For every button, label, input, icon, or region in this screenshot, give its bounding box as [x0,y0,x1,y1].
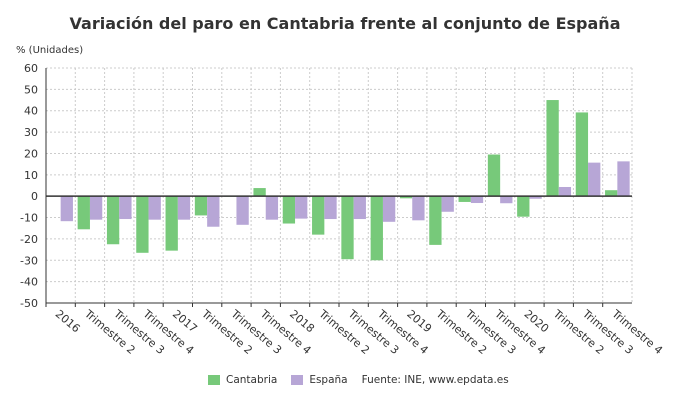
bar-cantabria [341,196,354,260]
bar-espana [295,196,308,219]
bar-espana [324,196,337,220]
y-tick-label: 60 [24,62,38,75]
legend-espana: España [291,374,348,386]
bar-cantabria [370,196,383,261]
bar-cantabria [487,154,501,197]
bar-cantabria [575,112,589,197]
y-tick-label: 40 [24,105,38,118]
bar-espana [588,162,601,197]
bar-cantabria [605,190,618,197]
bar-cantabria [429,196,442,245]
bar-espana [119,196,132,220]
y-axis-label: % (Unidades) [16,45,84,56]
bar-espana [529,196,542,199]
source-note: Fuente: INE, www.epdata.es [361,374,509,386]
bar-espana [617,161,630,197]
bar-espana [207,196,220,227]
bar-cantabria [77,196,90,230]
y-tick-label: -40 [20,276,38,289]
bar-cantabria [165,196,178,251]
bar-cantabria [312,196,325,235]
y-tick-label: -20 [20,233,38,246]
y-tick-label: -50 [20,297,38,310]
y-tick-label: 30 [24,126,38,139]
bar-cantabria [194,196,208,216]
legend-label: España [309,374,348,386]
bar-cantabria [517,196,530,217]
x-tick-label: 2016 [53,307,83,335]
bar-espana [558,186,572,197]
bar-cantabria [253,188,266,197]
bar-espana [236,196,249,225]
bar-cantabria [458,196,471,202]
bar-espana [177,196,191,220]
bar-espana [265,196,279,220]
y-tick-label: 50 [24,83,38,96]
bar-cantabria [546,100,559,197]
legend-swatch-espana [291,375,304,385]
y-tick-label: 20 [24,147,38,160]
y-tick-label: -30 [20,254,38,267]
legend-label: Cantabria [226,374,278,386]
bar-espana [470,196,484,204]
bar-espana [441,196,454,212]
y-tick-label: 10 [24,169,38,182]
chart-title: Variación del paro en Cantabria frente a… [69,14,621,33]
y-tick-label: 0 [31,190,38,203]
legend-cantabria: Cantabria [208,374,277,386]
bar-cantabria [282,196,296,224]
bar-espana [89,196,103,220]
legend: Cantabria España Fuente: INE, www.epdata… [208,374,509,386]
bar-cantabria [136,196,149,253]
bar-cantabria [106,196,120,245]
legend-swatch-cantabria [208,375,220,385]
y-tick-label: -10 [20,212,38,225]
bar-espana [60,196,73,222]
bar-espana [412,196,425,221]
bar-espana [500,196,513,204]
bar-espana [353,196,366,220]
bar-espana [382,196,396,222]
bar-espana [148,196,161,220]
bar-cantabria [399,196,413,199]
